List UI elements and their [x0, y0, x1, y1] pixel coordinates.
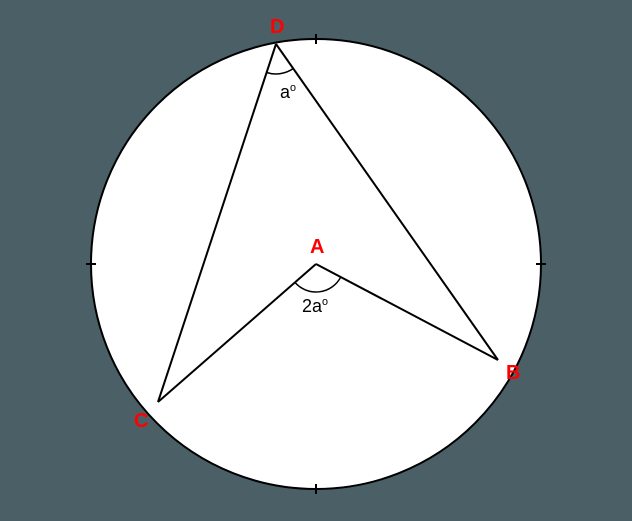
- circle-diagram-svg: [0, 0, 632, 521]
- diagram-stage: D A B C ao 2ao: [0, 0, 632, 521]
